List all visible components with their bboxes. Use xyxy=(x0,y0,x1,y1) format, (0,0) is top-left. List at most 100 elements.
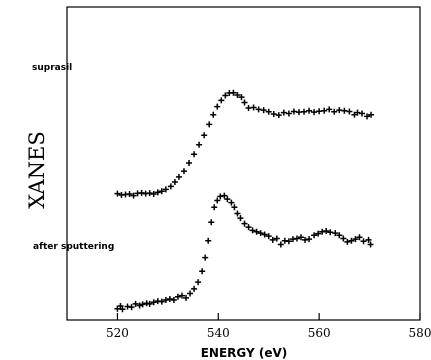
x-axis-tick-labels: 520 540 560 580 xyxy=(106,326,431,340)
data-point xyxy=(319,228,326,235)
data-point xyxy=(241,220,248,227)
data-point xyxy=(201,132,208,139)
data-point xyxy=(297,234,304,241)
data-point xyxy=(199,268,206,275)
x-tick-label: 560 xyxy=(308,326,331,340)
x-tick-label: 520 xyxy=(106,326,129,340)
data-point xyxy=(354,109,361,116)
data-point xyxy=(351,111,358,118)
data-point xyxy=(265,108,272,115)
data-point xyxy=(302,236,309,243)
data-point xyxy=(136,302,143,309)
data-point xyxy=(249,227,256,234)
data-point xyxy=(315,230,322,237)
data-point xyxy=(277,241,284,248)
data-point xyxy=(217,193,224,200)
data-point xyxy=(196,141,203,148)
data-point xyxy=(138,189,145,196)
data-point xyxy=(231,204,238,211)
data-point xyxy=(344,238,351,245)
data-point xyxy=(260,107,267,114)
data-point xyxy=(178,292,185,299)
data-point xyxy=(250,104,257,111)
data-point xyxy=(295,109,302,116)
data-point xyxy=(356,234,363,241)
data-point xyxy=(306,236,313,243)
data-point xyxy=(241,99,248,106)
data-point xyxy=(332,230,339,237)
data-point xyxy=(150,190,157,197)
data-point xyxy=(175,173,182,180)
data-point xyxy=(222,92,229,99)
data-point xyxy=(301,108,308,115)
data-point xyxy=(202,254,209,261)
data-point xyxy=(158,188,165,195)
data-point xyxy=(340,235,347,242)
data-point xyxy=(367,241,374,248)
data-point xyxy=(162,186,169,193)
data-point xyxy=(187,290,194,297)
data-point xyxy=(285,110,292,117)
data-point xyxy=(331,108,338,115)
data-point xyxy=(206,121,213,128)
data-point xyxy=(154,189,161,196)
data-point xyxy=(158,298,165,305)
data-point xyxy=(167,183,174,190)
data-point xyxy=(336,107,343,114)
data-point xyxy=(321,107,328,114)
data-point xyxy=(205,237,212,244)
data-point xyxy=(245,224,252,231)
data-point xyxy=(346,108,353,115)
data-point xyxy=(275,112,282,119)
data-point xyxy=(293,235,300,242)
data-point xyxy=(150,299,157,306)
data-point xyxy=(306,107,313,114)
data-point xyxy=(128,304,135,311)
data-point xyxy=(348,237,355,244)
series-label-after-sputtering: after sputtering xyxy=(33,242,114,252)
data-point xyxy=(186,159,193,166)
data-point xyxy=(117,303,124,310)
data-point xyxy=(139,301,146,308)
data-point xyxy=(364,113,371,120)
data-point xyxy=(265,233,272,240)
series-suprasil xyxy=(114,89,375,199)
x-tick-label: 580 xyxy=(409,326,431,340)
data-point xyxy=(214,103,221,110)
data-point xyxy=(162,297,169,304)
data-point xyxy=(311,109,318,116)
data-point xyxy=(365,236,372,243)
plot-frame xyxy=(66,6,421,321)
data-point xyxy=(359,110,366,117)
data-point xyxy=(311,232,318,239)
data-point xyxy=(218,97,225,104)
data-point xyxy=(210,111,217,118)
data-point xyxy=(166,295,173,302)
data-point xyxy=(316,108,323,115)
x-tick-label: 540 xyxy=(207,326,230,340)
data-point xyxy=(183,294,190,301)
data-point xyxy=(255,106,262,113)
series-label-suprasil: suprasil xyxy=(32,63,72,73)
data-point xyxy=(170,297,177,304)
data-point xyxy=(114,190,121,197)
data-point xyxy=(261,231,268,238)
x-axis-label: ENERGY (eV) xyxy=(201,346,288,360)
data-point xyxy=(146,190,153,197)
data-point xyxy=(273,235,280,242)
data-point xyxy=(221,192,228,199)
data-point xyxy=(237,215,244,222)
data-point xyxy=(238,94,245,101)
data-point xyxy=(327,229,334,236)
data-point xyxy=(119,306,126,313)
data-point xyxy=(290,108,297,115)
data-point xyxy=(352,236,359,243)
data-point xyxy=(341,107,348,114)
data-point xyxy=(180,168,187,175)
data-point xyxy=(285,238,292,245)
data-point xyxy=(191,285,198,292)
data-point xyxy=(114,305,121,312)
data-point xyxy=(360,238,367,245)
data-point xyxy=(253,228,260,235)
